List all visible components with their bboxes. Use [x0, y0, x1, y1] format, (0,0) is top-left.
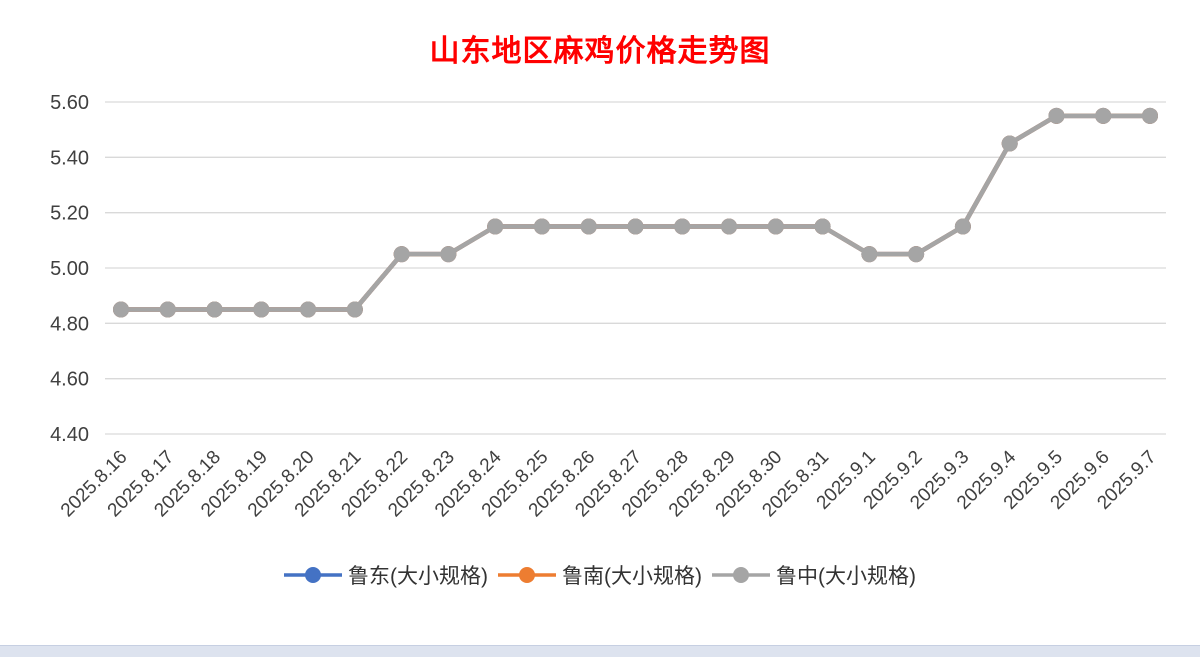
legend-line-marker-icon — [284, 567, 342, 583]
data-point-marker — [627, 218, 644, 235]
data-point-marker — [908, 246, 925, 263]
legend-item-lunan: 鲁南(大小规格) — [498, 560, 702, 590]
data-point-marker — [300, 301, 317, 318]
data-point-marker — [721, 218, 738, 235]
data-point-marker — [533, 218, 550, 235]
y-axis-tick-label: 5.40 — [50, 147, 89, 169]
data-point-marker — [674, 218, 691, 235]
data-point-marker — [346, 301, 363, 318]
data-point-marker — [253, 301, 270, 318]
chart-legend: 鲁东(大小规格) 鲁南(大小规格) 鲁中(大小规格) — [0, 560, 1200, 590]
data-point-marker — [767, 218, 784, 235]
y-axis-tick-label: 5.00 — [50, 258, 89, 280]
legend-line-marker-icon — [498, 567, 556, 583]
data-point-marker — [487, 218, 504, 235]
data-point-marker — [814, 218, 831, 235]
data-point-marker — [159, 301, 176, 318]
data-point-marker — [440, 246, 457, 263]
data-point-marker — [580, 218, 597, 235]
data-point-marker — [1048, 107, 1065, 124]
legend-label-lunan: 鲁南(大小规格) — [562, 565, 702, 588]
data-point-marker — [861, 246, 878, 263]
legend-item-luzhong: 鲁中(大小规格) — [712, 560, 916, 590]
y-axis-tick-label: 4.60 — [50, 369, 89, 391]
legend-label-ludong: 鲁东(大小规格) — [348, 565, 488, 588]
y-axis-tick-label: 5.20 — [50, 203, 89, 225]
y-axis-tick-label: 4.80 — [50, 313, 89, 335]
data-point-marker — [206, 301, 223, 318]
legend-item-ludong: 鲁东(大小规格) — [284, 560, 488, 590]
y-axis-tick-label: 5.60 — [50, 92, 89, 114]
chart-title: 山东地区麻鸡价格走势图 — [429, 35, 771, 68]
legend-label-luzhong: 鲁中(大小规格) — [776, 565, 916, 588]
data-point-marker — [113, 301, 129, 318]
y-axis-tick-label: 4.40 — [50, 424, 89, 446]
data-point-marker — [1095, 107, 1112, 124]
data-point-marker — [1142, 107, 1158, 124]
bottom-strip — [0, 645, 1200, 657]
data-point-marker — [1001, 135, 1018, 152]
data-point-marker — [954, 218, 971, 235]
legend-line-marker-icon — [712, 567, 770, 583]
data-point-marker — [393, 246, 410, 263]
line-chart-plot-area: 5.605.405.205.004.804.604.402025.8.16202… — [50, 92, 1166, 521]
